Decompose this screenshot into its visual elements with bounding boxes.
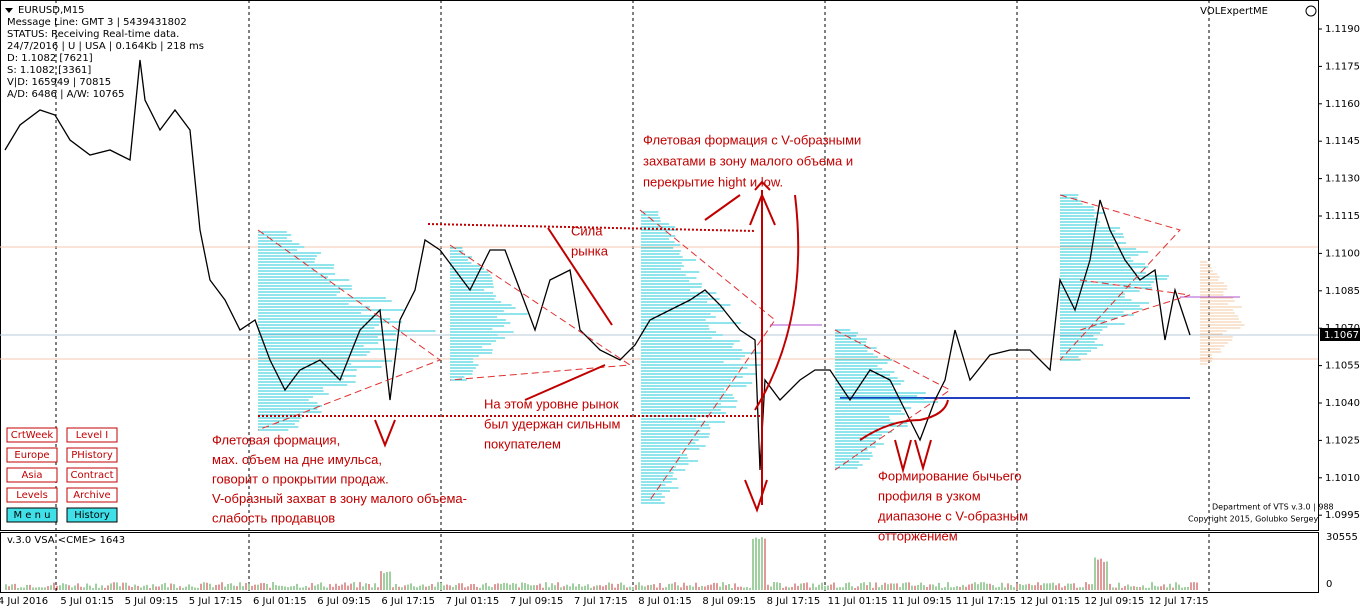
time-label: 11 Jul 01:15 <box>828 596 888 607</box>
button-label[interactable]: Archive <box>73 490 110 501</box>
price-label: 1.1115 <box>1325 211 1360 222</box>
button[interactable] <box>6 447 58 463</box>
button-label[interactable]: Level I <box>76 430 109 441</box>
day-separators <box>55 0 1210 592</box>
main-frame <box>0 0 1319 531</box>
button[interactable] <box>6 467 58 483</box>
current-price: 1.1067 <box>1324 330 1359 341</box>
annotation: Флетовая формация, <box>212 432 340 447</box>
price-label: 1.1190 <box>1325 24 1360 35</box>
button-label[interactable]: History <box>74 510 110 521</box>
annotation: Формирование бычьего <box>878 468 1022 483</box>
annotation: говорит о прокрытии продаж. <box>212 471 389 486</box>
price-line <box>4 59 1191 471</box>
volume-axis-label: 0 <box>1326 579 1332 590</box>
annotation: Флетовая формация с V-образными <box>643 132 861 147</box>
time-label: 7 Jul 09:15 <box>510 596 564 607</box>
button-label[interactable]: Europe <box>14 450 49 461</box>
time-label: 12 Jul 01:15 <box>1020 596 1080 607</box>
price-label: 1.1025 <box>1325 435 1360 446</box>
time-label: 5 Jul 17:15 <box>189 596 243 607</box>
annotation: покупателем <box>484 436 561 451</box>
triangles <box>257 194 1191 501</box>
button[interactable] <box>66 507 118 523</box>
annotation: отторжением <box>878 528 958 543</box>
annotation: рынка <box>571 243 609 258</box>
volume-profiles <box>258 194 1245 504</box>
button-label[interactable]: Contract <box>70 470 113 481</box>
price-label: 1.0995 <box>1325 510 1360 521</box>
header-line: STATUS: Receiving Real-time data. <box>7 29 179 40</box>
time-label: 12 Jul 17:15 <box>1149 596 1209 607</box>
price-label: 1.1055 <box>1325 361 1360 372</box>
annotation: был удержан сильным <box>484 416 620 431</box>
price-label: 1.1085 <box>1325 286 1360 297</box>
time-label: 12 Jul 09:15 <box>1084 596 1144 607</box>
price-label: 1.1040 <box>1325 398 1360 409</box>
annotation: На этом уровне рынок <box>484 396 619 411</box>
button[interactable] <box>66 447 118 463</box>
price-label: 1.1100 <box>1325 248 1360 259</box>
price-label: 1.1010 <box>1325 473 1360 484</box>
button-label[interactable]: PHistory <box>71 450 113 461</box>
button-label[interactable]: M e n u <box>14 510 51 521</box>
button[interactable] <box>66 467 118 483</box>
header-line: 24/7/2016 | U | USA | 0.164Kb | 218 ms <box>7 41 204 52</box>
time-label: 11 Jul 09:15 <box>892 596 952 607</box>
button[interactable] <box>6 487 58 503</box>
time-label: 5 Jul 09:15 <box>125 596 179 607</box>
time-label: 8 Jul 01:15 <box>638 596 692 607</box>
time-label: 6 Jul 01:15 <box>253 596 307 607</box>
volume-label: v.3.0 VSA <CME> 1643 <box>7 535 125 546</box>
arrows <box>374 180 949 513</box>
indicator-name: VOLExpertME <box>1200 6 1268 17</box>
button[interactable] <box>66 427 118 443</box>
annotation: слабость продавцов <box>212 510 335 525</box>
button[interactable] <box>6 427 58 443</box>
annotation: перекрытие hight и low. <box>643 174 783 189</box>
price-label: 1.1175 <box>1325 61 1360 72</box>
price-label: 1.1130 <box>1325 174 1360 185</box>
price-label: 1.1070 <box>1325 323 1360 334</box>
time-label: 6 Jul 17:15 <box>381 596 435 607</box>
button[interactable] <box>6 507 58 523</box>
button-label[interactable]: CrtWeek <box>11 430 54 441</box>
time-label: 6 Jul 09:15 <box>317 596 371 607</box>
footer-line: Department of VTS v.3.0 | 988 <box>1212 503 1334 512</box>
header-line: Message Line: GMT 3 | 5439431802 <box>7 17 187 28</box>
annotation: захватами в зону малого объема и <box>643 153 853 168</box>
price-label: 1.1145 <box>1325 136 1360 147</box>
dropdown-triangle[interactable] <box>5 8 13 13</box>
volume-frame <box>0 532 1319 593</box>
dotted-levels <box>258 223 760 417</box>
annotation: Сила <box>571 223 603 238</box>
header-line: V|D: 165949 | 70815 <box>7 77 111 88</box>
volume-bars <box>5 537 1198 590</box>
time-label: 7 Jul 17:15 <box>574 596 628 607</box>
annotation: диапазоне с V-образным <box>878 508 1028 523</box>
header-line: A/D: 6486 | A/W: 10765 <box>7 89 125 100</box>
button-label[interactable]: Levels <box>16 490 48 501</box>
annotation: профиля в узком <box>878 488 981 503</box>
time-label: 8 Jul 09:15 <box>702 596 756 607</box>
time-label: 5 Jul 01:15 <box>60 596 114 607</box>
time-label: 4 Jul 2016 <box>0 596 48 607</box>
button-label[interactable]: Asia <box>22 470 43 481</box>
volume-axis-label: 30555 <box>1326 532 1358 543</box>
symbol: EURUSD,M15 <box>18 5 84 16</box>
current-price-box <box>1320 328 1360 341</box>
annotation: V-образный захват в зону малого объема- <box>212 491 467 506</box>
price-label: 1.1160 <box>1325 99 1360 110</box>
time-label: 11 Jul 17:15 <box>956 596 1016 607</box>
footer-line: Copyright 2015, Golubko Sergey <box>1188 515 1318 524</box>
header-line: S: 1.1082 [3361] <box>7 65 91 76</box>
button[interactable] <box>66 487 118 503</box>
annotation: мах. объем на дне имульса, <box>212 452 382 467</box>
time-label: 8 Jul 17:15 <box>767 596 821 607</box>
header-line: D: 1.1082 [7621] <box>7 53 93 64</box>
time-label: 7 Jul 01:15 <box>446 596 500 607</box>
indicator-icon[interactable] <box>1305 5 1317 17</box>
